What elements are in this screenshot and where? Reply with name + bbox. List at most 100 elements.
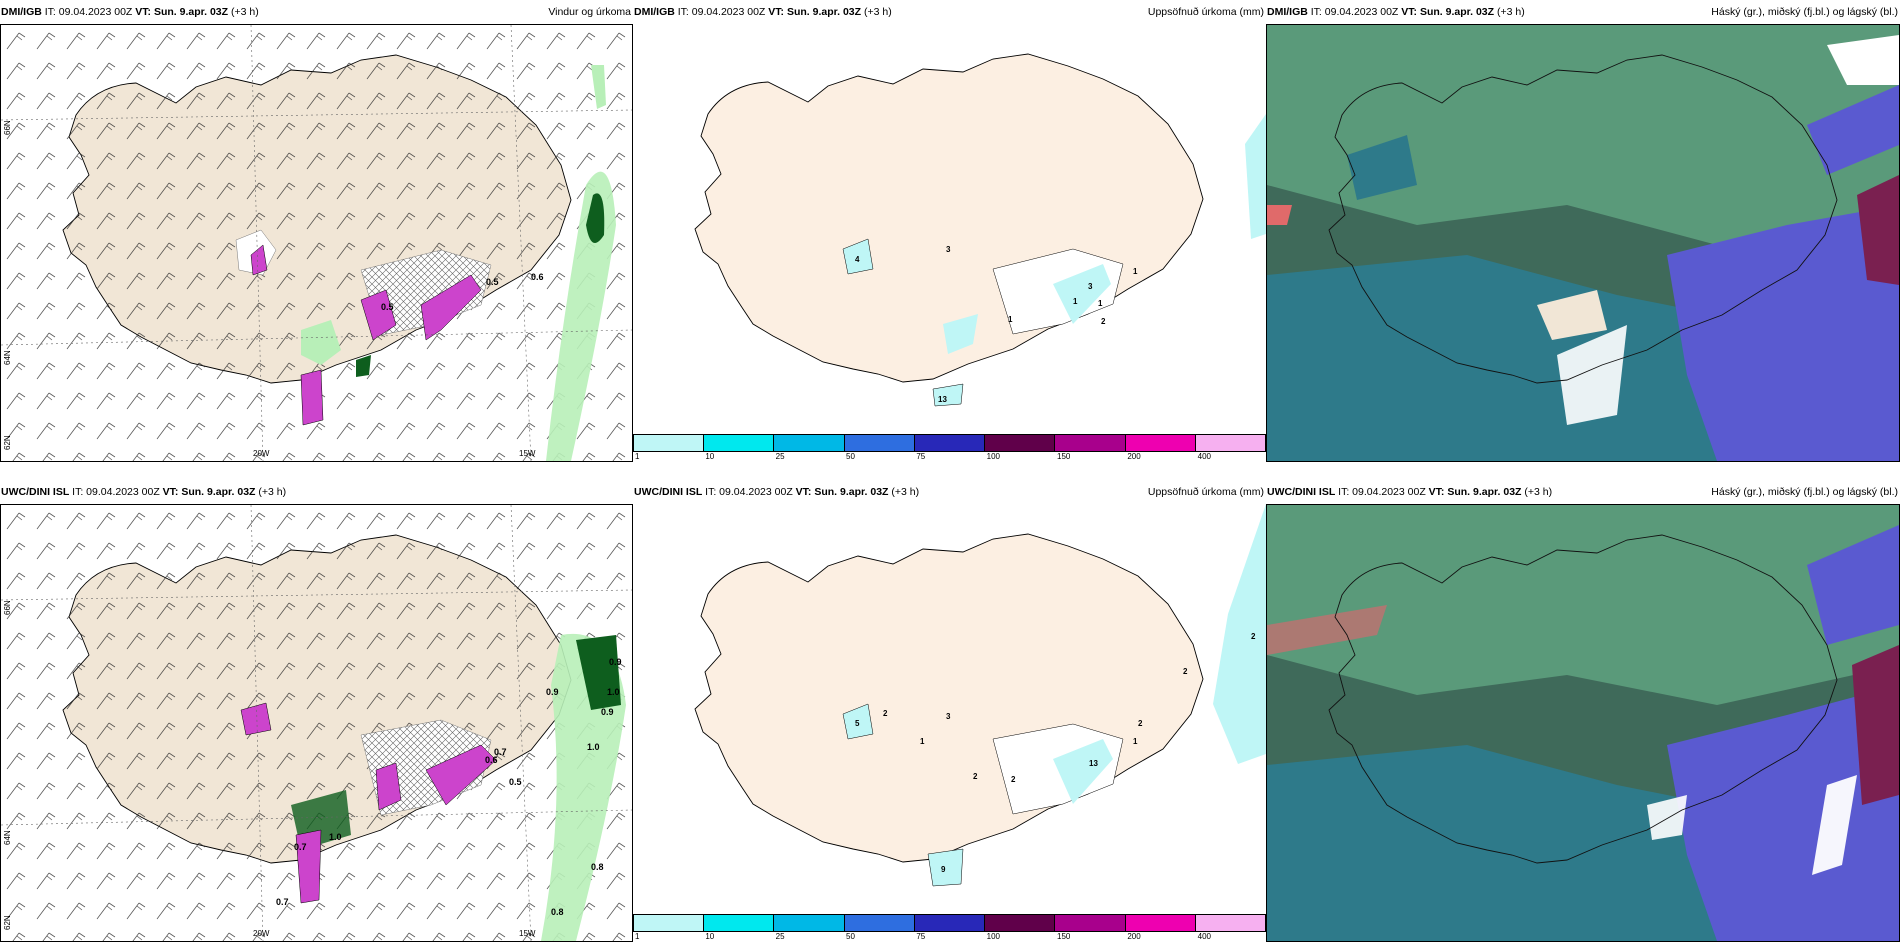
colorbar xyxy=(633,914,1266,932)
lat-label-mid: 64N xyxy=(3,350,12,365)
colorbar-tick-label: 25 xyxy=(775,932,785,941)
accum-label: 2 xyxy=(1138,719,1143,728)
colorbar-ticks: 1 10 25 50 75 100 150 200 400 xyxy=(633,932,1266,944)
map-frame: 0.5 0.6 0.5 66N 64N 62N 20W 15W xyxy=(0,24,633,462)
accum-label: 2 xyxy=(1101,317,1106,326)
colorbar-swatch xyxy=(1125,435,1196,451)
colorbar-swatch xyxy=(634,435,705,451)
accum-precip-map: 5 3 2 1 2 1 2 2 2 2 9 13 xyxy=(633,504,1266,914)
lead-time: (+3 h) xyxy=(258,486,287,498)
model-name: UWC/DINI ISL xyxy=(1267,486,1336,498)
precip-label: 0.7 xyxy=(494,747,507,757)
precip-label: 1.0 xyxy=(607,687,620,697)
valid-time: Sun. 9.apr. 03Z xyxy=(1419,6,1495,18)
valid-label: VT: xyxy=(1428,486,1445,498)
panel-r1-wind: DMI/IGB IT: 09.04.2023 00Z VT: Sun. 9.ap… xyxy=(0,0,633,470)
accum-label: 1 xyxy=(1073,297,1078,306)
accum-label: 2 xyxy=(883,709,888,718)
colorbar-swatch xyxy=(1055,915,1126,931)
accum-label: 2 xyxy=(973,772,978,781)
precip-label: 0.5 xyxy=(381,302,394,312)
panel-r2-wind: UWC/DINI ISL IT: 09.04.2023 00Z VT: Sun.… xyxy=(0,480,633,950)
model-name: DMI/IGB xyxy=(1267,6,1308,18)
colorbar-tick-label: 50 xyxy=(846,452,855,461)
lon-label-west: 20W xyxy=(253,929,270,938)
panel-header: DMI/IGB IT: 09.04.2023 00Z VT: Sun. 9.ap… xyxy=(633,0,1266,24)
colorbar-tick-label: 100 xyxy=(986,452,1001,461)
precip-label: 0.9 xyxy=(609,657,622,667)
precip-label: 0.6 xyxy=(485,755,498,765)
panel-title: Háský (gr.), miðský (fj.bl.) og lágský (… xyxy=(1711,6,1898,18)
lon-label-east: 15W xyxy=(519,449,536,458)
init-time: IT: 09.04.2023 00Z xyxy=(44,6,133,18)
colorbar-swatch xyxy=(1195,435,1265,451)
valid-time: Sun. 9.apr. 03Z xyxy=(786,6,862,18)
colorbar-swatch xyxy=(985,915,1056,931)
colorbar-tick-label: 400 xyxy=(1197,932,1212,941)
accum-label: 4 xyxy=(855,255,860,264)
colorbar-tick-label: 200 xyxy=(1127,932,1141,941)
precip-label: 0.8 xyxy=(551,907,564,917)
panel-title: Uppsöfnuð úrkoma (mm) xyxy=(1147,486,1264,498)
accum-label: 1 xyxy=(920,737,925,746)
accum-label: 1 xyxy=(1133,737,1138,746)
colorbar-swatch xyxy=(914,915,986,931)
colorbar-tick-label: 25 xyxy=(775,452,785,461)
accum-label: 13 xyxy=(1089,759,1098,768)
colorbar-tick-label: 400 xyxy=(1197,452,1212,461)
wind-precip-map: 0.9 0.9 1.0 0.9 0.5 0.6 0.7 1.0 0.7 1.0 … xyxy=(1,505,632,941)
colorbar-swatch xyxy=(634,915,705,931)
colorbar-tick-label: 150 xyxy=(1057,452,1071,461)
precip-label: 0.6 xyxy=(531,272,544,282)
map-frame: 4 3 1 1 1 3 1 2 13 xyxy=(633,24,1266,434)
init-time: IT: 09.04.2023 00Z xyxy=(1338,486,1426,498)
init-time: IT: 09.04.2023 00Z xyxy=(1310,6,1399,18)
valid-time: Sun. 9.apr. 03Z xyxy=(153,6,229,18)
colorbar-tick-label: 50 xyxy=(846,932,855,941)
colorbar-swatch xyxy=(704,435,775,451)
panel-r1-clouds: DMI/IGB IT: 09.04.2023 00Z VT: Sun. 9.ap… xyxy=(1266,0,1900,470)
colorbar-tick-label: 1 xyxy=(635,452,640,461)
colorbar-swatch xyxy=(1055,435,1126,451)
lat-label-south: 62N xyxy=(3,435,12,450)
accum-label: 13 xyxy=(938,395,947,404)
colorbar-tick-label: 75 xyxy=(916,932,926,941)
iceland-outline xyxy=(1328,54,1838,384)
cloud-cover-map xyxy=(1267,25,1899,461)
colorbar xyxy=(633,434,1266,452)
precip-label: 0.5 xyxy=(486,277,499,287)
colorbar-swatch xyxy=(704,915,775,931)
lead-time: (+3 h) xyxy=(863,6,892,18)
panel-header: UWC/DINI ISL IT: 09.04.2023 00Z VT: Sun.… xyxy=(0,480,633,504)
panel-header: DMI/IGB IT: 09.04.2023 00Z VT: Sun. 9.ap… xyxy=(0,0,633,24)
init-time: IT: 09.04.2023 00Z xyxy=(705,486,793,498)
model-name: UWC/DINI ISL xyxy=(634,486,703,498)
precip-label: 0.7 xyxy=(276,897,289,907)
lead-time: (+3 h) xyxy=(230,6,259,18)
colorbar-swatch xyxy=(844,915,915,931)
accum-label: 1 xyxy=(1133,267,1138,276)
lead-time: (+3 h) xyxy=(1524,486,1553,498)
panel-r2-clouds: UWC/DINI ISL IT: 09.04.2023 00Z VT: Sun.… xyxy=(1266,480,1900,950)
colorbar-swatch xyxy=(1195,915,1265,931)
colorbar-tick-label: 200 xyxy=(1127,452,1141,461)
wind-precip-map: 0.5 0.6 0.5 xyxy=(1,25,632,461)
valid-label: VT: xyxy=(135,6,152,18)
panel-r1-accum: DMI/IGB IT: 09.04.2023 00Z VT: Sun. 9.ap… xyxy=(633,0,1266,470)
colorbar-swatch xyxy=(1125,915,1196,931)
valid-time: Sun. 9.apr. 03Z xyxy=(814,486,889,498)
colorbar-swatch xyxy=(774,435,845,451)
accum-label: 3 xyxy=(1088,282,1093,291)
colorbar-tick-label: 75 xyxy=(916,452,926,461)
map-frame xyxy=(1266,504,1900,942)
lead-time: (+3 h) xyxy=(891,486,920,498)
init-time: IT: 09.04.2023 00Z xyxy=(72,486,160,498)
valid-time: Sun. 9.apr. 03Z xyxy=(1447,486,1522,498)
init-time: IT: 09.04.2023 00Z xyxy=(677,6,766,18)
valid-label: VT: xyxy=(795,486,812,498)
panel-title: Háský (gr.), miðský (fj.bl.) og lágský (… xyxy=(1711,486,1898,498)
lat-label-mid: 64N xyxy=(3,830,12,845)
lon-label-west: 20W xyxy=(253,449,270,458)
colorbar-tick-label: 1 xyxy=(635,932,640,941)
map-frame: 5 3 2 1 2 1 2 2 2 2 9 13 xyxy=(633,504,1266,914)
